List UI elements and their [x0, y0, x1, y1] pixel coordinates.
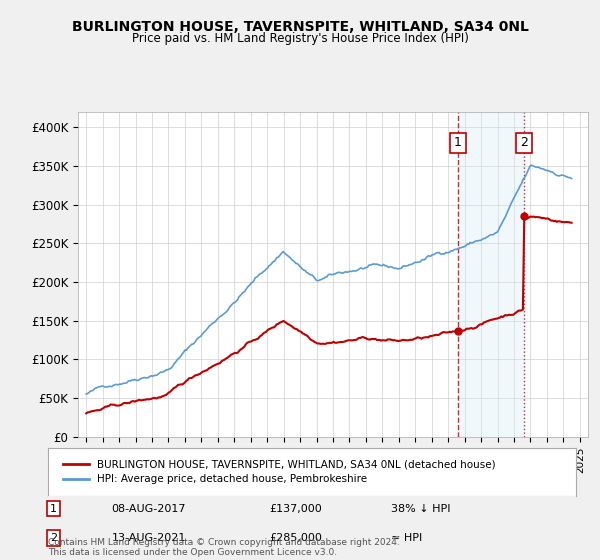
Legend: BURLINGTON HOUSE, TAVERNSPITE, WHITLAND, SA34 0NL (detached house), HPI: Average: BURLINGTON HOUSE, TAVERNSPITE, WHITLAND,…: [58, 455, 500, 488]
Text: Price paid vs. HM Land Registry's House Price Index (HPI): Price paid vs. HM Land Registry's House …: [131, 32, 469, 45]
Text: £137,000: £137,000: [270, 503, 323, 514]
Text: Contains HM Land Registry data © Crown copyright and database right 2024.
This d: Contains HM Land Registry data © Crown c…: [48, 538, 400, 557]
Text: BURLINGTON HOUSE, TAVERNSPITE, WHITLAND, SA34 0NL: BURLINGTON HOUSE, TAVERNSPITE, WHITLAND,…: [71, 20, 529, 34]
Text: 08-AUG-2017: 08-AUG-2017: [112, 503, 186, 514]
Text: 1: 1: [454, 137, 462, 150]
Text: ≈ HPI: ≈ HPI: [391, 533, 422, 543]
Text: £285,000: £285,000: [270, 533, 323, 543]
Text: 38% ↓ HPI: 38% ↓ HPI: [391, 503, 451, 514]
Text: 13-AUG-2021: 13-AUG-2021: [112, 533, 186, 543]
Text: 2: 2: [520, 137, 528, 150]
Text: 2: 2: [50, 533, 57, 543]
Bar: [458, 112, 524, 437]
Text: 1: 1: [50, 503, 57, 514]
